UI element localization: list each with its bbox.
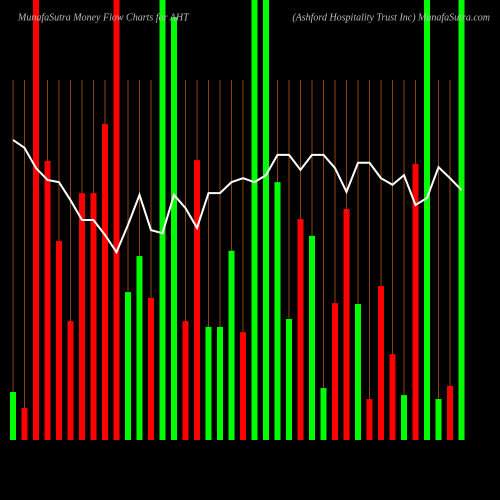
bar [102, 124, 108, 440]
bar [424, 0, 430, 440]
bar [389, 354, 396, 440]
bar [366, 399, 373, 440]
bar [286, 319, 292, 440]
bar [67, 321, 74, 440]
bar [33, 0, 39, 440]
bar [263, 0, 269, 440]
bar [182, 321, 189, 440]
chart-title: MunafaSutra Money Flow Charts for AHT [17, 12, 190, 23]
bar [297, 219, 304, 440]
bar [447, 385, 453, 440]
bar [194, 160, 200, 440]
money-flow-line [12, 139, 463, 255]
bar [343, 209, 350, 440]
bar [159, 0, 166, 440]
chart-subtitle: (Ashford Hospitality Trust Inc) MunafaSu… [292, 12, 490, 23]
bar [171, 17, 177, 440]
bar [205, 326, 212, 440]
bar [274, 182, 281, 440]
bar [251, 0, 258, 440]
bar [56, 241, 62, 440]
bar [79, 193, 85, 440]
bar [125, 292, 131, 440]
bar [148, 297, 154, 440]
bar [401, 395, 407, 440]
bar [458, 0, 465, 440]
bar [21, 407, 28, 440]
bar [90, 193, 97, 440]
bar [412, 164, 419, 440]
bar [332, 303, 338, 440]
bar [228, 250, 235, 440]
bar [378, 286, 384, 440]
bar [136, 256, 143, 440]
bar [113, 0, 120, 440]
bar [240, 332, 246, 440]
bar [320, 388, 327, 440]
bar [44, 161, 51, 441]
bar [10, 392, 16, 440]
bar [309, 235, 315, 440]
bar [355, 304, 361, 440]
bar [217, 326, 223, 440]
bar [435, 399, 442, 440]
